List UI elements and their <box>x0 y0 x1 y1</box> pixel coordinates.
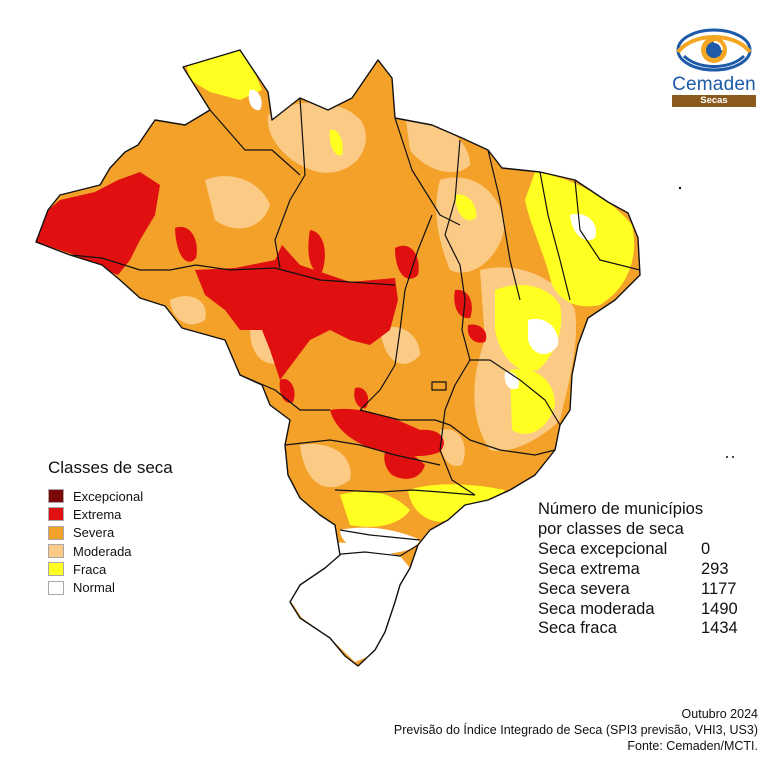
extreme-drought-areas <box>36 172 487 479</box>
cemaden-logo: Cemaden Secas <box>668 24 760 108</box>
stats-row: Seca severa 1177 <box>538 580 738 600</box>
island-dot <box>678 186 682 190</box>
stats-label: Seca moderada <box>538 599 655 618</box>
footer-description: Previsão do Índice Integrado de Seca (SP… <box>393 723 758 737</box>
island-dot <box>726 456 728 458</box>
legend-swatch <box>48 489 64 504</box>
stats-row: Seca fraca 1434 <box>538 619 738 639</box>
footer-source: Fonte: Cemaden/MCTI. <box>627 739 758 753</box>
footer: Outubro 2024 Previsão do Índice Integrad… <box>394 706 758 754</box>
stats-row: Seca moderada 1490 <box>538 600 738 620</box>
municipality-stats: Número de municípios por classes de seca… <box>538 500 738 639</box>
legend-label: Extrema <box>73 506 122 522</box>
legend-label: Severa <box>73 525 115 541</box>
legend: Classes de seca Excepcional Extrema Seve… <box>48 458 173 597</box>
stats-value: 0 <box>701 539 711 558</box>
legend-swatch <box>48 507 64 522</box>
legend-swatch <box>48 562 64 577</box>
legend-swatch <box>48 525 64 540</box>
legend-label: Excepcional <box>73 488 144 504</box>
legend-title: Classes de seca <box>48 458 173 477</box>
stats-value: 293 <box>701 559 729 578</box>
eye-logo-icon <box>676 28 752 72</box>
legend-item-moderada: Moderada <box>48 542 173 560</box>
legend-item-normal: Normal <box>48 578 173 596</box>
stats-value: 1490 <box>701 599 738 618</box>
legend-swatch <box>48 544 64 559</box>
stats-title-line1: Número de municípios <box>538 500 704 518</box>
legend-label: Normal <box>73 580 115 596</box>
legend-item-severa: Severa <box>48 524 173 542</box>
normal-areas <box>248 89 596 662</box>
country-border <box>35 49 641 667</box>
legend-swatch <box>48 580 64 595</box>
stats-value: 1434 <box>701 619 738 638</box>
stats-value: 1177 <box>701 579 737 598</box>
stats-row: Seca excepcional 0 <box>538 540 738 560</box>
logo-subtitle: Secas <box>672 95 756 107</box>
legend-label: Moderada <box>73 543 132 559</box>
footer-date: Outubro 2024 <box>681 707 758 721</box>
stats-label: Seca fraca <box>538 619 617 638</box>
stats-label: Seca extrema <box>538 559 640 578</box>
stats-label: Seca excepcional <box>538 539 668 558</box>
legend-label: Fraca <box>73 561 107 577</box>
stats-row: Seca extrema 293 <box>538 560 738 580</box>
legend-item-extrema: Extrema <box>48 505 173 523</box>
logo-name: Cemaden <box>672 74 756 95</box>
island-dot <box>732 456 734 458</box>
weak-drought-areas <box>185 50 635 594</box>
stats-label: Seca severa <box>538 579 630 598</box>
stats-title-line2: por classes de seca <box>538 519 684 538</box>
legend-item-fraca: Fraca <box>48 560 173 578</box>
legend-item-excepcional: Excepcional <box>48 487 173 505</box>
